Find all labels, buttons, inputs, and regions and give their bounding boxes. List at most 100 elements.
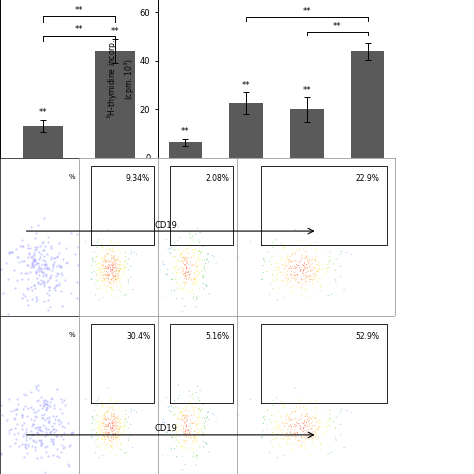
Point xyxy=(183,258,191,266)
Point xyxy=(169,270,176,277)
Point xyxy=(108,413,115,421)
Point xyxy=(95,260,103,268)
Point xyxy=(24,442,32,450)
Point xyxy=(117,441,124,448)
Point xyxy=(200,401,207,408)
Point xyxy=(177,283,185,291)
Point xyxy=(313,405,320,412)
Point xyxy=(25,249,33,256)
Point xyxy=(34,265,42,273)
Point xyxy=(301,406,309,413)
Text: CD19: CD19 xyxy=(155,424,177,433)
Point xyxy=(108,291,115,298)
Point xyxy=(191,428,199,435)
Point xyxy=(287,429,295,437)
Point xyxy=(184,412,192,420)
Point xyxy=(287,270,295,278)
Point xyxy=(172,265,180,273)
Point xyxy=(115,426,122,434)
Point xyxy=(105,433,112,441)
Point xyxy=(219,436,226,444)
Point xyxy=(305,436,313,444)
Point xyxy=(2,259,9,266)
Point xyxy=(279,243,287,250)
Point xyxy=(200,243,207,250)
Point xyxy=(36,253,44,261)
Point xyxy=(299,425,307,433)
Point xyxy=(296,279,303,287)
Point xyxy=(181,414,188,422)
Point xyxy=(96,266,104,274)
Point xyxy=(46,273,54,281)
Point xyxy=(29,420,36,428)
Point xyxy=(179,284,186,292)
Point xyxy=(284,410,292,418)
Point xyxy=(287,264,295,271)
Point xyxy=(40,396,47,404)
Point xyxy=(312,261,320,268)
Point xyxy=(95,418,103,426)
Point xyxy=(122,291,130,298)
Point xyxy=(41,297,48,305)
Point xyxy=(290,242,298,249)
Point xyxy=(95,434,102,441)
Point xyxy=(15,258,22,265)
Point xyxy=(118,419,126,426)
Point xyxy=(304,416,311,424)
Point xyxy=(184,287,192,294)
Point xyxy=(192,296,200,303)
Point xyxy=(172,400,179,407)
Point xyxy=(332,436,340,444)
Point xyxy=(108,433,115,441)
Point xyxy=(195,247,203,255)
Point xyxy=(173,263,181,270)
Point xyxy=(45,306,52,314)
Point xyxy=(111,293,119,301)
Point xyxy=(143,433,151,441)
Point xyxy=(91,416,99,423)
Point xyxy=(71,250,79,258)
Point xyxy=(121,257,129,264)
Point xyxy=(283,262,291,269)
Point xyxy=(307,425,314,433)
Point xyxy=(109,436,117,444)
Point xyxy=(183,414,191,421)
Point xyxy=(303,255,311,263)
Point xyxy=(315,433,322,441)
Point xyxy=(303,406,310,413)
Point xyxy=(337,273,345,281)
Point xyxy=(182,254,190,262)
Point xyxy=(193,281,201,289)
Point xyxy=(247,396,255,403)
Point xyxy=(275,440,283,448)
Point xyxy=(48,395,56,402)
Point xyxy=(188,412,195,419)
Point xyxy=(73,294,81,301)
Point xyxy=(98,277,105,284)
Point xyxy=(115,414,122,422)
Point xyxy=(200,431,208,438)
Point xyxy=(292,408,299,415)
Point xyxy=(164,428,171,436)
Point xyxy=(13,420,20,428)
Point xyxy=(115,261,122,268)
Point xyxy=(105,257,112,265)
Text: **: ** xyxy=(110,27,119,36)
Point xyxy=(278,255,285,262)
Point xyxy=(280,436,287,444)
Point xyxy=(177,264,184,271)
Point xyxy=(113,434,121,442)
Point xyxy=(115,419,122,426)
Point xyxy=(39,272,47,279)
Point xyxy=(187,275,194,283)
Point xyxy=(24,301,32,309)
Point xyxy=(155,258,163,265)
Point xyxy=(309,276,316,284)
Point xyxy=(182,412,190,419)
Point xyxy=(332,255,340,263)
Point xyxy=(304,273,312,280)
Point xyxy=(67,441,74,449)
Point xyxy=(311,414,319,422)
Point xyxy=(193,263,201,270)
Point xyxy=(327,415,334,422)
